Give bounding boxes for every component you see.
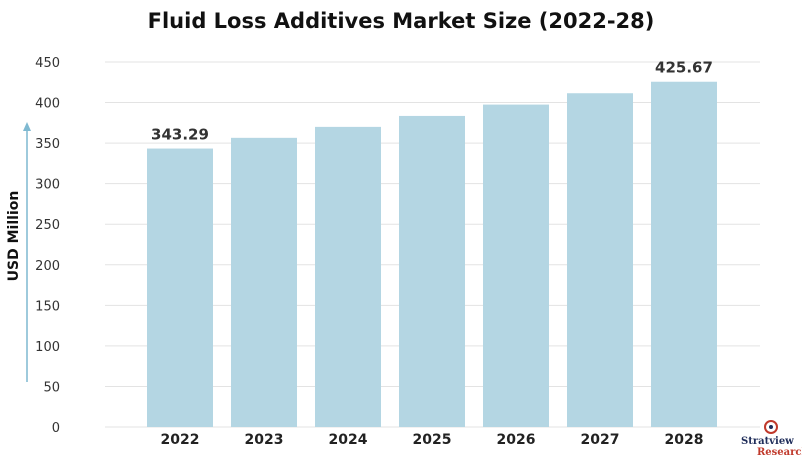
bar-2025	[399, 115, 465, 427]
data-labels: 343.29 425.67	[151, 59, 713, 144]
logo-target-icon	[764, 420, 778, 434]
stratview-logo: Stratview Research	[741, 420, 802, 458]
bar-2023	[231, 137, 297, 428]
data-label: 425.67	[655, 59, 713, 77]
logo-sub: Research	[757, 447, 802, 458]
y-axis-label: USD Million	[6, 191, 22, 282]
y-tick-label: 100	[35, 340, 60, 355]
y-tick-label: 150	[35, 299, 60, 314]
x-tick-label: 2027	[581, 432, 620, 448]
y-tick-label: 0	[52, 421, 60, 436]
y-axis-ticks: 0 50 100 150 200 250 300 350 400 450	[35, 56, 60, 436]
data-label: 343.29	[151, 126, 209, 144]
y-tick-label: 50	[43, 380, 60, 395]
y-tick-label: 400	[35, 97, 60, 112]
bar-2026	[483, 104, 549, 427]
x-tick-label: 2025	[413, 432, 452, 448]
chart-title: Fluid Loss Additives Market Size (2022-2…	[148, 9, 655, 33]
x-tick-label: 2023	[245, 432, 284, 448]
bar-2022	[147, 148, 213, 428]
x-tick-label: 2028	[665, 432, 704, 448]
y-tick-label: 450	[35, 56, 60, 71]
x-tick-label: 2024	[329, 432, 368, 448]
bars	[147, 81, 717, 428]
x-tick-label: 2022	[161, 432, 200, 448]
logo-name: Stratview	[741, 436, 794, 447]
y-tick-label: 350	[35, 137, 60, 152]
y-axis-arrow-head	[23, 122, 31, 131]
x-axis-ticks: 2022 2023 2024 2025 2026 2027 2028	[161, 432, 704, 448]
y-tick-label: 300	[35, 178, 60, 193]
bar-2024	[315, 126, 381, 427]
x-tick-label: 2026	[497, 432, 536, 448]
y-tick-label: 200	[35, 259, 60, 274]
y-tick-label: 250	[35, 218, 60, 233]
bar-2027	[567, 93, 633, 427]
bar-2028	[651, 81, 717, 427]
